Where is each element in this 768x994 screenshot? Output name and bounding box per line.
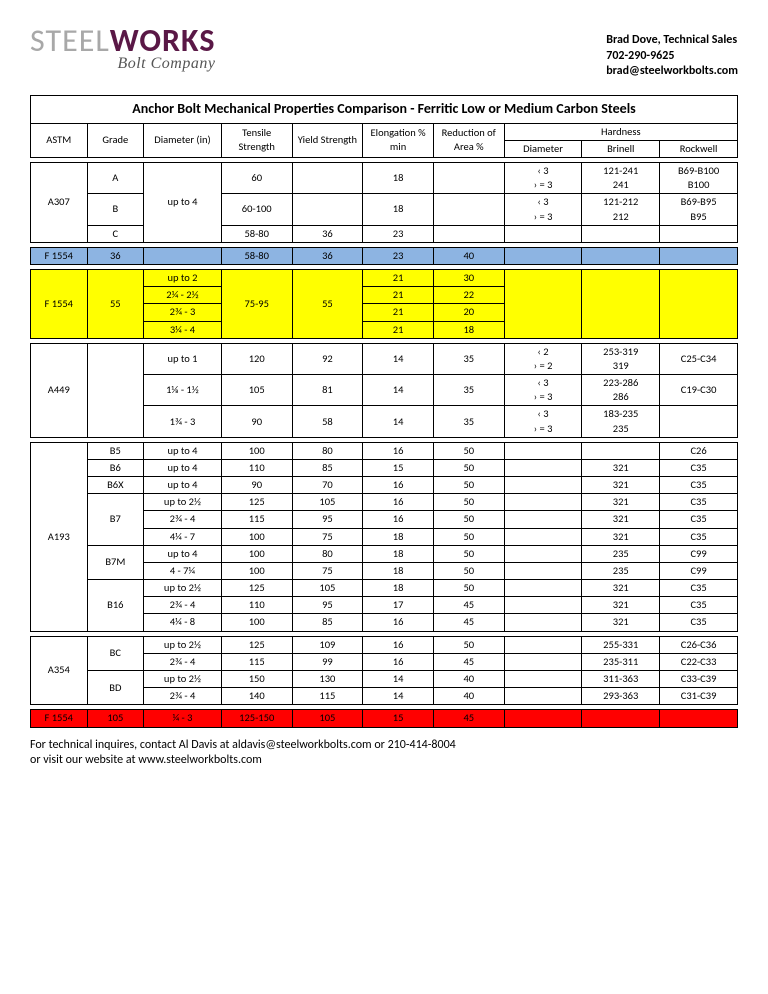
header-row-1: ASTM Grade Diameter (in) Tensile Strengt…	[31, 123, 738, 140]
astm-cell: A307	[31, 163, 88, 243]
footer-line1: For technical inquires, contact Al Davis…	[30, 738, 738, 754]
header: STEELWORKS Bolt Company Brad Dove, Techn…	[30, 25, 738, 80]
footer: For technical inquires, contact Al Davis…	[30, 738, 738, 769]
table-row-blue: F 1554 36 58-80 36 23 40	[31, 247, 738, 264]
table-row: B 60-100 18 ‹ 3› = 3 121-212212 B69-B95B…	[31, 194, 738, 225]
hdr-elong: Elongation % min	[363, 123, 434, 157]
table-row: A193 B5up to 4100801650C26	[31, 442, 738, 459]
hdr-h-rockwell: Rockwell	[660, 140, 738, 157]
hdr-reduction: Reduction of Area %	[433, 123, 504, 157]
footer-line2: or visit our website at www.steelworkbol…	[30, 753, 738, 769]
contact-email: brad@steelworkbolts.com	[606, 64, 738, 80]
hdr-tensile: Tensile Strength	[221, 123, 292, 157]
hdr-hardness: Hardness	[504, 123, 737, 140]
hdr-astm: ASTM	[31, 123, 88, 157]
hdr-diameter: Diameter (in)	[144, 123, 222, 157]
table-row-red: F 1554 105 ¼ - 3 125-150 105 15 45	[31, 710, 738, 727]
hdr-grade: Grade	[87, 123, 144, 157]
contact-name: Brad Dove, Technical Sales	[606, 33, 738, 49]
table-row-yellow: F 1554 55 up to 2 75-95 55 21 30	[31, 270, 738, 287]
contact-phone: 702-290-9625	[606, 49, 738, 65]
logo-sub: Bolt Company	[30, 55, 215, 73]
contact-block: Brad Dove, Technical Sales 702-290-9625 …	[606, 33, 738, 80]
hdr-h-brinell: Brinell	[582, 140, 660, 157]
table-row: A449 up to 1 120 92 14 35 ‹ 2› = 2 253-3…	[31, 343, 738, 374]
table-title: Anchor Bolt Mechanical Properties Compar…	[31, 95, 738, 123]
properties-table: Anchor Bolt Mechanical Properties Compar…	[30, 95, 738, 728]
hdr-h-diam: Diameter	[504, 140, 582, 157]
table-row: A354 BC up to 2½1251091650255-331C26-C36	[31, 636, 738, 653]
table-row: C 58-80 36 23	[31, 225, 738, 242]
hdr-yield: Yield Strength	[292, 123, 363, 157]
logo: STEELWORKS Bolt Company	[30, 25, 215, 73]
table-row: A307 A up to 4 60 18 ‹ 3› = 3 121-241241…	[31, 163, 738, 194]
